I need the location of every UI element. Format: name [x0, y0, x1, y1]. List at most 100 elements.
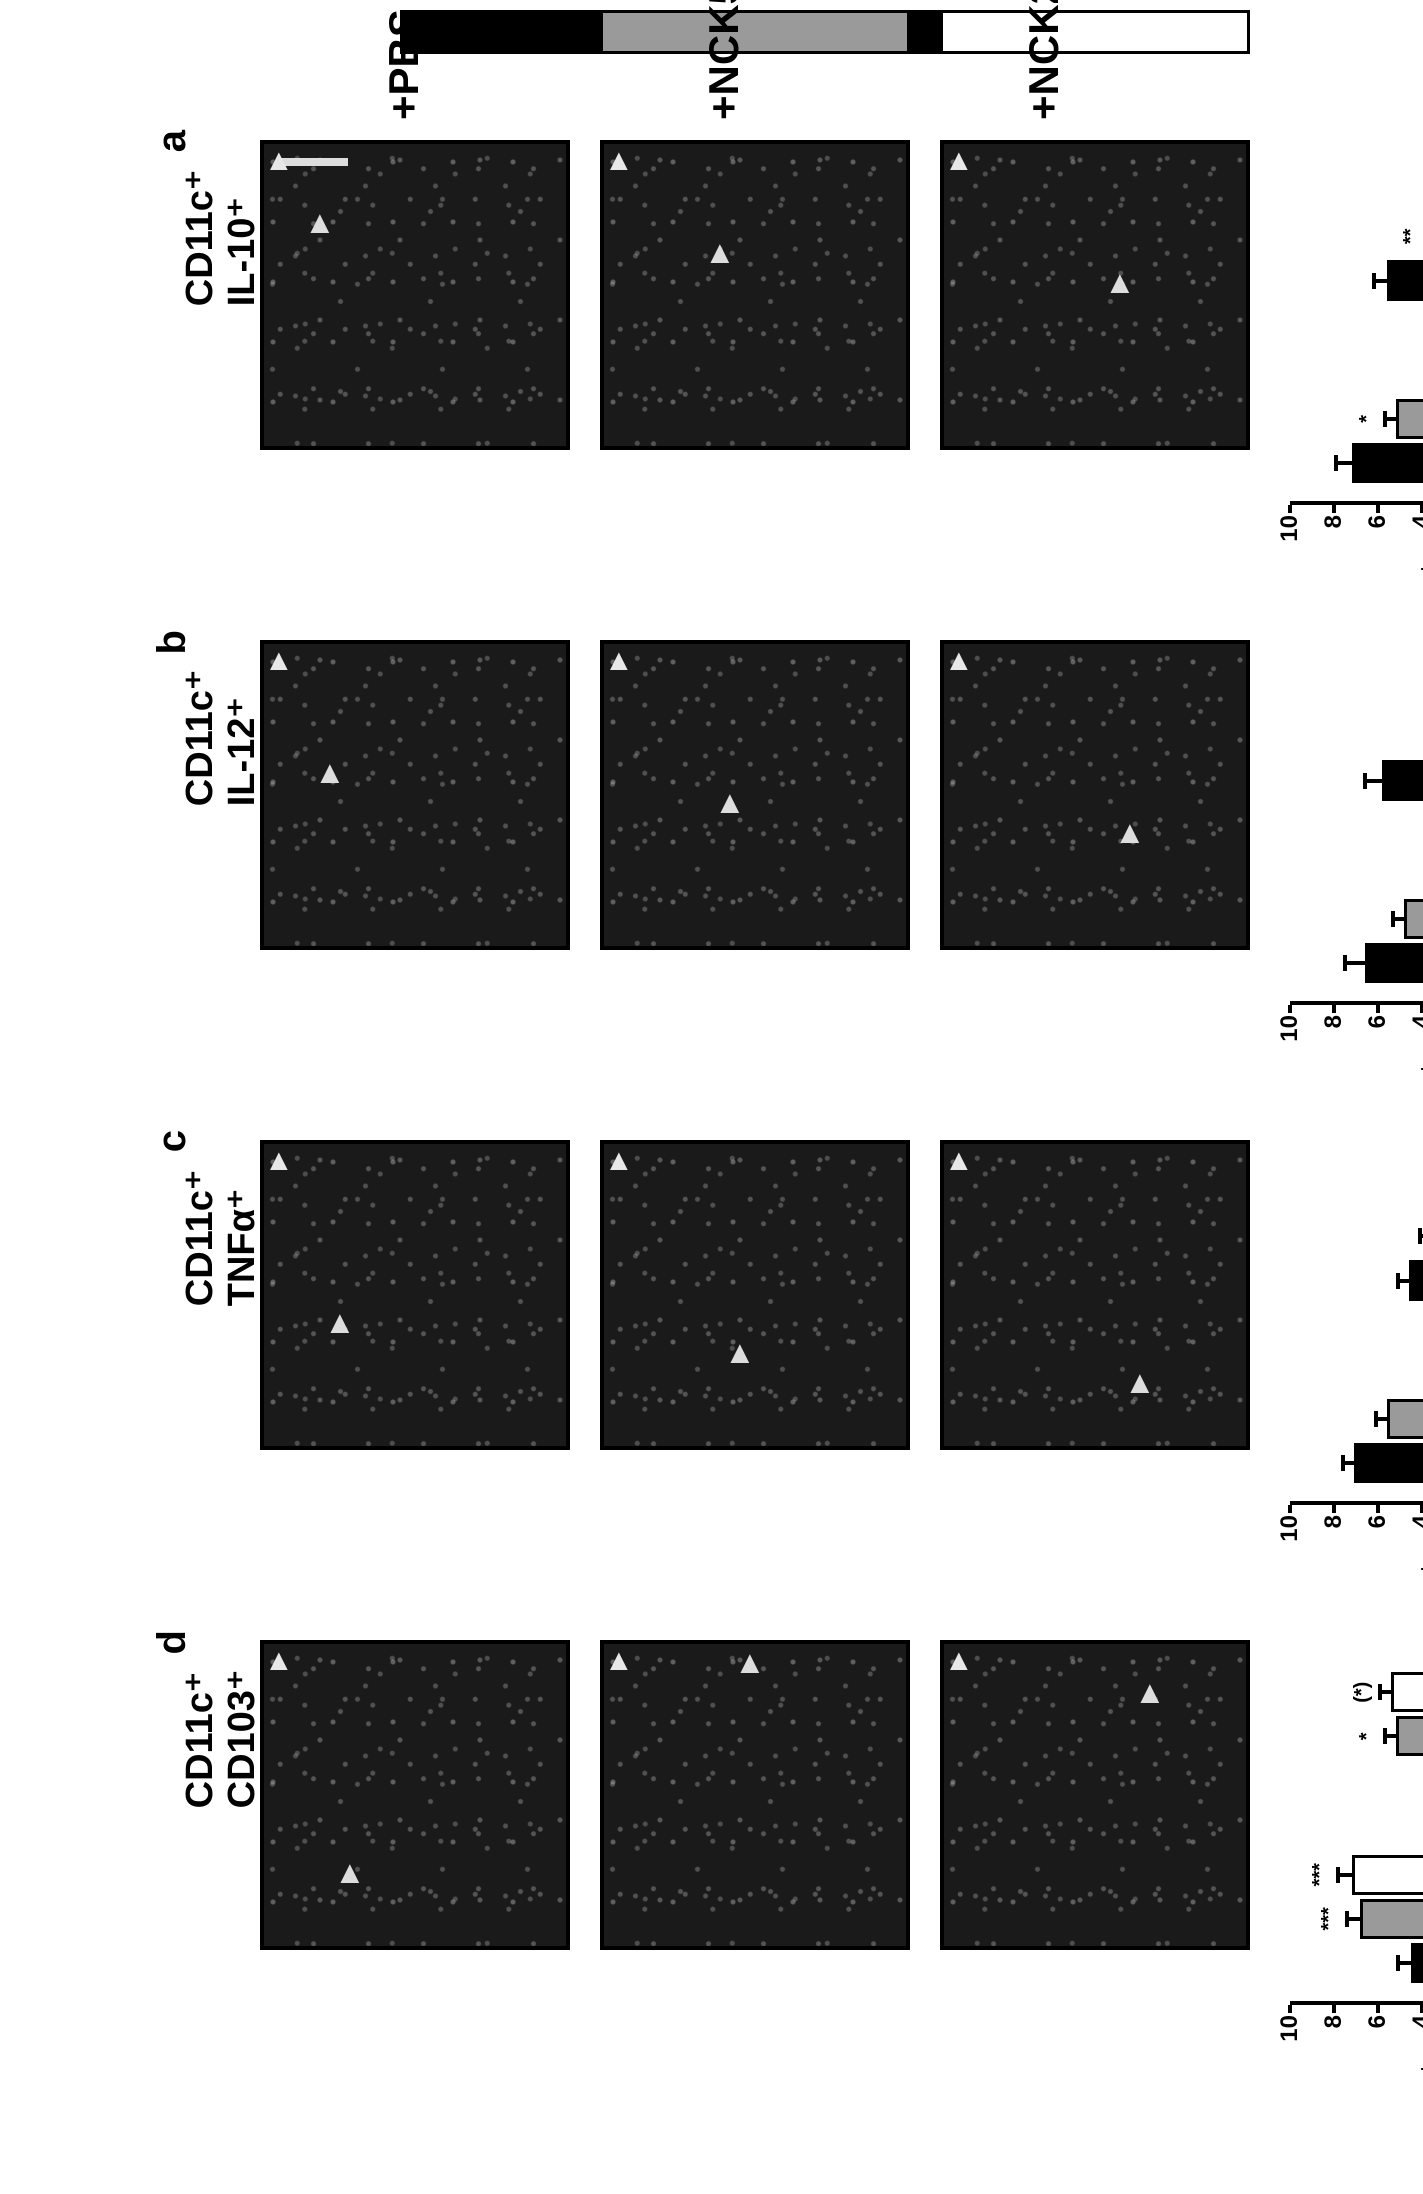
errorbar	[1336, 461, 1351, 465]
arrow-icon: ▲	[314, 754, 346, 791]
ytick	[1288, 505, 1292, 513]
bar	[1396, 1716, 1423, 1756]
bar	[1391, 1672, 1423, 1712]
panel-label-c: c	[150, 1130, 195, 1152]
errorbar	[1345, 961, 1365, 965]
micrograph-d-nck2025: ▲	[940, 1640, 1250, 1950]
ytick-label: 4	[1408, 2015, 1423, 2028]
bar-chart-c: %CD11c⁺TNFα⁺ /细胞核0246810***息肉*正常	[1280, 1130, 1423, 1560]
ytick-label: 10	[1276, 515, 1304, 542]
errorbar-cap	[1418, 1228, 1422, 1244]
bar	[1352, 1855, 1423, 1895]
errorbar-cap	[1343, 955, 1347, 971]
errorbar-cap	[1345, 1911, 1349, 1927]
arrow-icon: ▲	[704, 234, 736, 271]
bar	[1352, 443, 1423, 483]
ytick-label: 4	[1408, 1015, 1423, 1028]
significance-label: *	[1356, 415, 1379, 423]
arrow-icon: ▲	[304, 204, 336, 241]
errorbar-cap	[1374, 1411, 1378, 1427]
ytick-label: 10	[1276, 1515, 1304, 1542]
bar	[1411, 1943, 1423, 1983]
ytick	[1376, 2005, 1380, 2013]
bar-chart-d: %CD11c⁺CD103⁺ /细胞核0246810******息肉*(*)正常	[1280, 1630, 1423, 2060]
bar	[1396, 399, 1423, 439]
micrograph-d-nck56: ▲	[600, 1640, 910, 1950]
ytick	[1376, 1505, 1380, 1513]
errorbar-cap	[1396, 1955, 1400, 1971]
chart-inner: %CD11c⁺IL-10⁺ /细胞核0246810****息肉*****正常	[1280, 130, 1423, 560]
figure-legend-2	[600, 10, 910, 54]
ytick-label: 10	[1276, 2015, 1304, 2042]
micrograph-b-nck56: ▲	[600, 640, 910, 950]
micrograph-c-nck2025: ▲	[940, 1140, 1250, 1450]
scale-bar	[278, 158, 348, 166]
legend-swatch-nck56	[600, 10, 910, 54]
col-header-nck2025: +NCK2025	[1020, 60, 1068, 120]
bar	[1382, 760, 1423, 800]
ytick	[1376, 1005, 1380, 1013]
errorbar	[1365, 779, 1383, 783]
errorbar-cap	[1378, 1684, 1382, 1700]
arrow-icon: ▲	[1134, 1674, 1166, 1711]
errorbar-cap	[1383, 1728, 1387, 1744]
errorbar-cap	[1372, 273, 1376, 289]
legend-swatch-nck2025	[940, 10, 1250, 54]
errorbar-cap	[1383, 411, 1387, 427]
significance-label: ***	[1318, 1907, 1341, 1930]
significance-label: *	[1356, 1732, 1379, 1740]
ytick-label: 8	[1320, 2015, 1348, 2028]
ytick-label: 6	[1364, 1015, 1392, 1028]
ytick	[1332, 1505, 1336, 1513]
errorbar-cap	[1363, 773, 1367, 789]
ytick	[1332, 505, 1336, 513]
bar	[1409, 1260, 1423, 1300]
ytick	[1288, 1005, 1292, 1013]
errorbar-cap	[1336, 1867, 1340, 1883]
arrow-icon: ▲	[734, 1644, 766, 1681]
arrow-icon: ▲	[724, 1334, 756, 1371]
chart-inner: %CD11c⁺TNFα⁺ /细胞核0246810***息肉*正常	[1280, 1130, 1423, 1560]
ytick	[1288, 1505, 1292, 1513]
ytick-label: 4	[1408, 1515, 1423, 1528]
arrow-icon: ▲	[1114, 814, 1146, 851]
micrograph-b-pbs: ▲	[260, 640, 570, 950]
errorbar-cap	[1396, 1273, 1400, 1289]
bar	[1360, 1899, 1423, 1939]
ytick	[1332, 2005, 1336, 2013]
micrograph-a-nck2025: ▲	[940, 140, 1250, 450]
micrograph-a-nck56: ▲	[600, 140, 910, 450]
bar	[1404, 899, 1423, 939]
ytick	[1376, 505, 1380, 513]
ytick-label: 8	[1320, 1015, 1348, 1028]
significance-label: **	[1400, 229, 1423, 245]
bar-chart-b: %CD11c⁺IL-12⁺ /细胞核0246810***息肉***正常	[1280, 630, 1423, 1060]
errorbar-cap	[1334, 455, 1338, 471]
figure-root: +PBS +NCK56 +NCK2025 aCD11c⁺ IL-10⁺ DAPI…	[0, 0, 1423, 2194]
arrow-icon: ▲	[714, 784, 746, 821]
errorbar-cap	[1341, 1455, 1345, 1471]
panel-label-a: a	[150, 130, 195, 152]
bar	[1387, 260, 1423, 300]
ytick-label: 4	[1408, 515, 1423, 528]
arrow-icon: ▲	[1124, 1364, 1156, 1401]
col-header-pbs: +PBS	[380, 60, 428, 120]
arrow-icon: ▲	[334, 1854, 366, 1891]
chart-inner: %CD11c⁺IL-12⁺ /细胞核0246810***息肉***正常	[1280, 630, 1423, 1060]
figure-legend-3	[940, 10, 1250, 54]
ytick-label: 8	[1320, 1515, 1348, 1528]
bar	[1354, 1443, 1423, 1483]
micrograph-b-nck2025: ▲	[940, 640, 1250, 950]
panel-label-b: b	[150, 630, 195, 654]
micrograph-d-pbs: ▲	[260, 1640, 570, 1950]
micrograph-c-pbs: ▲	[260, 1140, 570, 1450]
arrow-icon: ▲	[324, 1304, 356, 1341]
micrograph-a-pbs: ▲	[260, 140, 570, 450]
ytick-label: 8	[1320, 515, 1348, 528]
col-header-nck56: +NCK56	[700, 60, 748, 120]
arrow-icon: ▲	[1104, 264, 1136, 301]
ytick-label: 6	[1364, 515, 1392, 528]
ytick	[1288, 2005, 1292, 2013]
bar-chart-a: %CD11c⁺IL-10⁺ /细胞核0246810****息肉*****正常	[1280, 130, 1423, 560]
micrograph-c-nck56: ▲	[600, 1140, 910, 1450]
